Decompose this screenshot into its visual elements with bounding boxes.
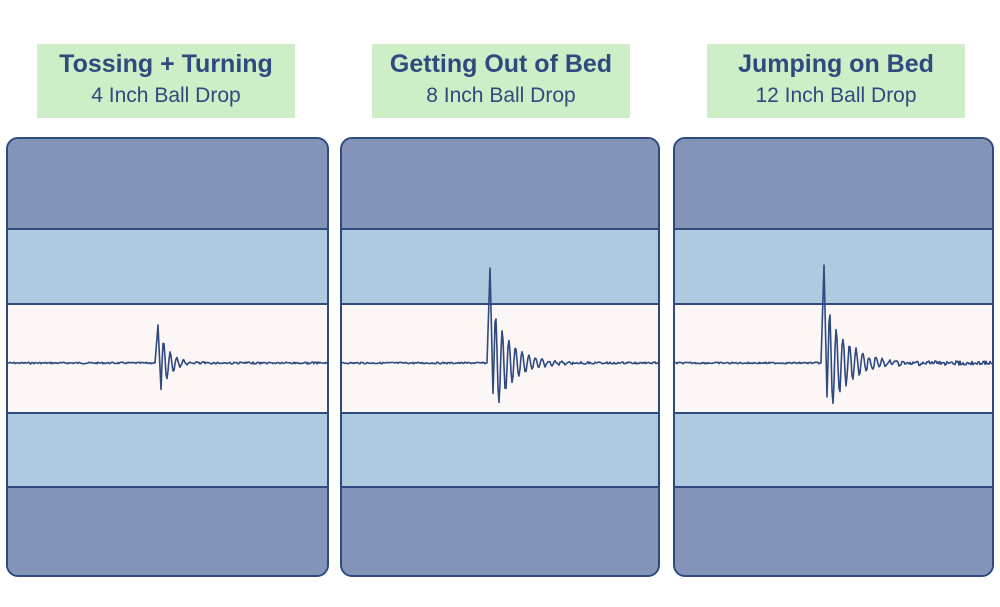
band-top bbox=[675, 139, 992, 230]
band-bottom bbox=[342, 488, 658, 575]
panel-subtitle-2: 8 Inch Ball Drop bbox=[426, 84, 576, 107]
motion-wave-3 bbox=[675, 264, 992, 405]
panel-title-3: Jumping on Bed bbox=[738, 50, 934, 78]
motion-wave-1 bbox=[8, 324, 327, 391]
panel-title-1: Tossing + Turning bbox=[59, 50, 273, 78]
band-center bbox=[8, 305, 327, 414]
motion-wave-2 bbox=[342, 267, 658, 404]
band-lower bbox=[675, 414, 992, 488]
wave-line-1 bbox=[8, 324, 327, 391]
band-upper bbox=[675, 230, 992, 305]
band-lower bbox=[342, 414, 658, 488]
band-bottom bbox=[8, 488, 327, 575]
band-lower bbox=[8, 414, 327, 488]
panel-subtitle-1: 4 Inch Ball Drop bbox=[91, 84, 241, 107]
panel-title-2: Getting Out of Bed bbox=[389, 50, 613, 78]
mattress-panel-1 bbox=[6, 137, 329, 577]
wave-line-2 bbox=[342, 267, 658, 404]
band-upper bbox=[342, 230, 658, 305]
panel-label-2: Getting Out of Bed 8 Inch Ball Drop bbox=[372, 44, 630, 118]
panel-subtitle-3: 12 Inch Ball Drop bbox=[755, 84, 917, 107]
band-upper bbox=[8, 230, 327, 305]
band-bottom bbox=[675, 488, 992, 575]
mattress-panel-3 bbox=[673, 137, 994, 577]
band-top bbox=[8, 139, 327, 230]
wave-line-3 bbox=[675, 264, 992, 405]
band-top bbox=[342, 139, 658, 230]
mattress-panel-2 bbox=[340, 137, 660, 577]
panel-label-1: Tossing + Turning 4 Inch Ball Drop bbox=[37, 44, 295, 118]
panel-label-3: Jumping on Bed 12 Inch Ball Drop bbox=[707, 44, 965, 118]
